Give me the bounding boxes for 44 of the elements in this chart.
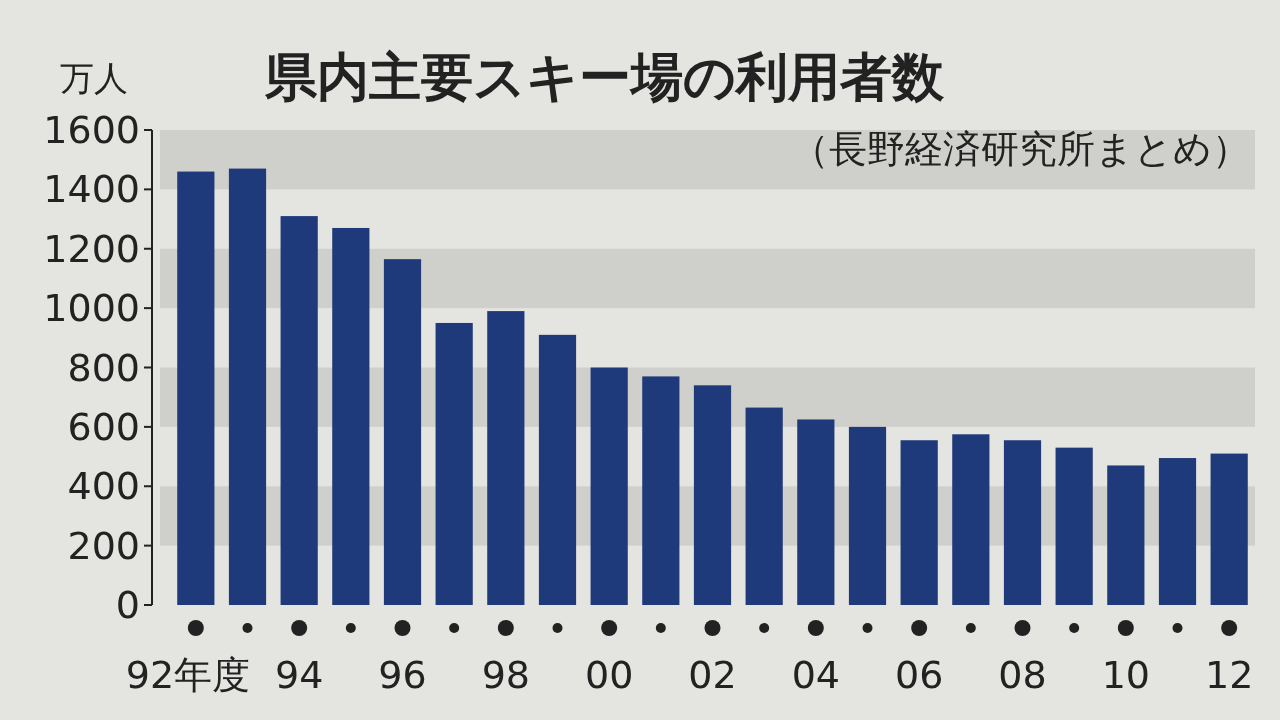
bar <box>848 426 887 605</box>
x-tick-label: 00 <box>584 653 634 697</box>
bar <box>693 385 732 605</box>
bar <box>383 259 422 605</box>
y-tick-label: 1200 <box>43 226 140 271</box>
bar <box>590 367 628 605</box>
y-tick-label: 1400 <box>43 167 140 212</box>
x-tick-label: 98 <box>481 653 531 697</box>
bar <box>642 376 680 605</box>
bar <box>538 334 577 605</box>
x-tick-label: 12 <box>1204 653 1254 697</box>
x-tick-label: 02 <box>688 653 737 697</box>
bar <box>332 227 370 605</box>
y-tick-label: 1000 <box>43 286 140 331</box>
bar <box>1107 465 1145 605</box>
y-tick-label: 200 <box>67 523 140 568</box>
bar <box>1055 447 1093 605</box>
chart-subtitle: （長野経済研究所まとめ） <box>791 127 1250 171</box>
bar <box>435 322 473 605</box>
bar <box>952 434 990 605</box>
y-tick-label: 1600 <box>43 108 140 152</box>
bar <box>1158 458 1197 605</box>
bar <box>228 168 267 605</box>
y-tick-label: 600 <box>67 404 140 449</box>
x-tick-label: 92年度 <box>125 653 251 697</box>
y-axis-title: 万人 <box>60 58 128 98</box>
bar <box>900 440 938 605</box>
x-tick-label: 10 <box>1101 653 1151 697</box>
x-tick-label: 06 <box>894 653 944 697</box>
x-tick-label: 96 <box>378 653 427 697</box>
x-tick-label: 04 <box>791 653 841 697</box>
bar <box>1210 453 1248 605</box>
chart-title: 県内主要スキー場の利用者数 <box>264 47 945 107</box>
x-tick-label: 94 <box>274 653 324 697</box>
y-tick-label: 400 <box>67 464 140 509</box>
y-tick-label: 800 <box>67 345 140 390</box>
bar <box>177 171 215 605</box>
y-tick-label: 0 <box>115 583 140 627</box>
bar <box>797 419 835 605</box>
bar <box>1003 440 1042 605</box>
bar <box>745 407 783 605</box>
bar <box>487 311 525 605</box>
bar <box>280 216 318 605</box>
x-tick-label: 08 <box>998 653 1047 697</box>
